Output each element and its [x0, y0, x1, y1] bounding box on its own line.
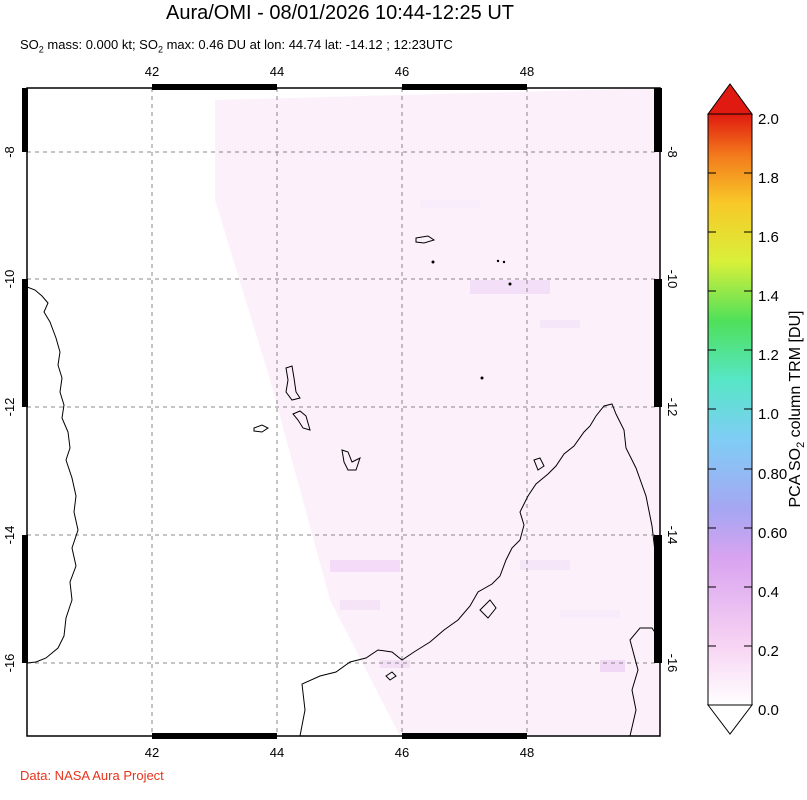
axis-bars [22, 84, 662, 739]
lon-labels-bottom: 42 44 46 48 [145, 745, 534, 760]
cb-label-1-0: 1.0 [758, 406, 779, 423]
nosy-be-island [533, 457, 545, 471]
subtitle-sub-2: 2 [157, 44, 163, 55]
cb-label-0-2: 0.2 [758, 643, 779, 660]
lat-labels-right: -8 -10 -12 -14 -16 [665, 146, 680, 672]
cb-label-2-0: 2.0 [758, 111, 779, 128]
colorbar-bottom-arrow [706, 704, 754, 735]
lon-labels-top: 42 44 46 48 [145, 64, 534, 79]
colorbar-ticks [708, 113, 752, 706]
data-credit: Data: NASA Aura Project [20, 768, 164, 783]
lat-label-left-12: -12 [2, 398, 17, 417]
colorbar-title-main: PCA SO [787, 448, 804, 508]
lon-label-top-44: 44 [270, 64, 284, 79]
sw-madagascar-outline [629, 627, 660, 736]
lon-label-bottom-42: 42 [145, 745, 159, 760]
lon-label-bottom-48: 48 [520, 745, 534, 760]
lon-label-bottom-46: 46 [395, 745, 409, 760]
subtitle-mass-text: mass: 0.000 kt; SO [43, 37, 158, 52]
cb-label-1-8: 1.8 [758, 170, 779, 187]
lat-label-right-14: -14 [665, 526, 680, 545]
cb-label-0-60: 0.60 [758, 525, 787, 542]
map-subtitle: SO2 mass: 0.000 kt; SO2 max: 0.46 DU at … [20, 37, 453, 55]
glorieuses-island [415, 235, 436, 244]
lon-label-bottom-44: 44 [270, 745, 284, 760]
lon-label-top-42: 42 [145, 64, 159, 79]
cb-label-0-4: 0.4 [758, 584, 779, 601]
moheli-island [253, 424, 269, 433]
mainland-africa-coast [27, 286, 79, 664]
lat-label-right-16: -16 [665, 654, 680, 673]
map-frame [26, 87, 661, 737]
mayotte-island [341, 449, 361, 471]
colorbar-title-end: column TRM [DU] [787, 311, 804, 442]
lat-label-left-16: -16 [2, 654, 17, 673]
lon-label-top-46: 46 [395, 64, 409, 79]
cb-label-1-4: 1.4 [758, 288, 779, 305]
lat-label-left-10: -10 [2, 270, 17, 289]
grande-comore-island [285, 365, 301, 401]
lon-label-top-48: 48 [520, 64, 534, 79]
lat-labels-left: -8 -10 -12 -14 -16 [2, 146, 17, 672]
colorbar-tick-labels: 2.0 1.8 1.6 1.4 1.2 1.0 0.80 0.60 0.4 0.… [758, 111, 787, 719]
lat-label-left-14: -14 [2, 526, 17, 545]
colorbar-title-sub: 2 [795, 442, 807, 448]
map-title: Aura/OMI - 08/01/2026 10:44-12:25 UT [166, 2, 514, 24]
colorbar-title: PCA SO2 column TRM [DU] [787, 311, 807, 508]
cb-label-1-2: 1.2 [758, 347, 779, 364]
small-islet [385, 671, 397, 681]
cb-label-0-0: 0.0 [758, 702, 779, 719]
subtitle-max-text: max: 0.46 DU at lon: 44.74 lat: -14.12 ;… [162, 37, 453, 52]
cb-label-0-80: 0.80 [758, 466, 787, 483]
anjouan-island [292, 410, 311, 431]
small-islets [431, 259, 512, 380]
subtitle-sub-1: 2 [38, 44, 44, 55]
lat-label-right-12: -12 [665, 398, 680, 417]
map-figure: 42 44 46 48 42 44 46 48 -8 -10 -12 -14 -… [2, 64, 807, 760]
madagascar-coast [299, 403, 660, 736]
lat-label-right-10: -10 [665, 270, 680, 289]
colorbar-top-arrow [707, 83, 753, 115]
coastlines [27, 235, 660, 736]
so2-swath [215, 88, 660, 736]
cb-label-1-6: 1.6 [758, 229, 779, 246]
lat-label-right-8: -8 [665, 146, 680, 158]
lat-label-left-8: -8 [2, 146, 17, 158]
subtitle-so2-prefix: SO [20, 37, 39, 52]
graticule [27, 88, 660, 736]
southern-inlet [479, 599, 497, 619]
